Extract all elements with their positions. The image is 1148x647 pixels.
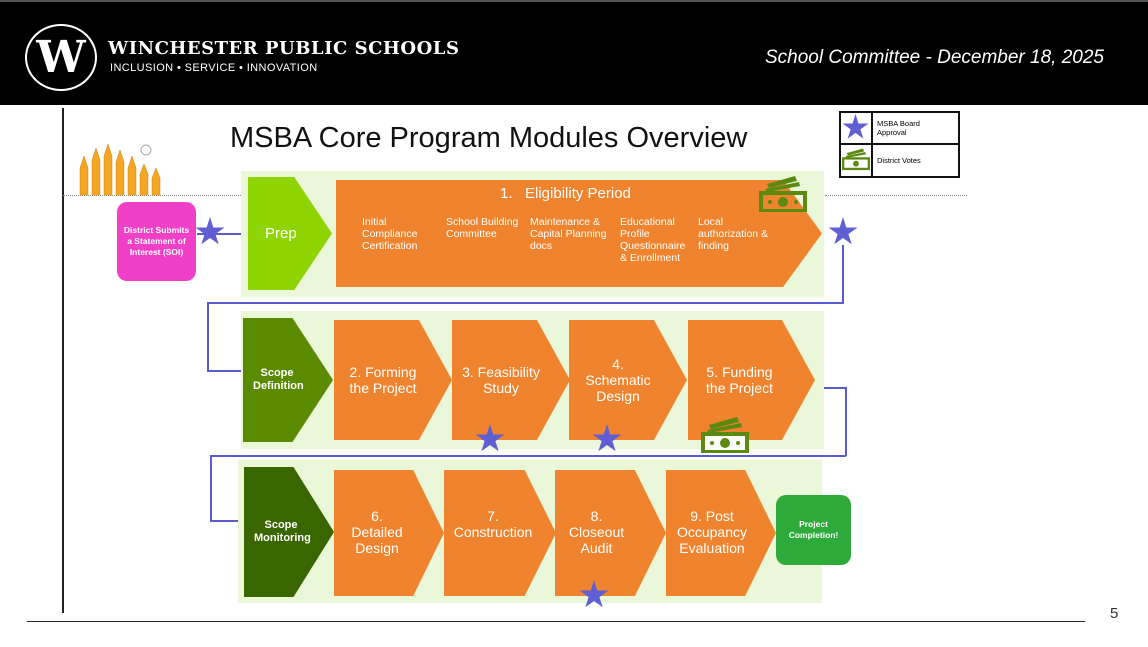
connector bbox=[210, 455, 212, 521]
school-motto: INCLUSION • SERVICE • INNOVATION bbox=[110, 62, 318, 74]
eligibility-title: 1. Eligibility Period bbox=[500, 185, 631, 202]
eligibility-item: School Building Committee bbox=[446, 216, 519, 240]
soi-box[interactable]: District Submits a Statement of Interest… bbox=[117, 202, 196, 281]
connector bbox=[207, 370, 243, 372]
connector bbox=[210, 520, 244, 522]
connector bbox=[197, 233, 243, 235]
legend: MSBA Board Approval District Votes bbox=[839, 111, 960, 178]
star-icon bbox=[195, 217, 225, 245]
scope-definition-label: Scope Definition bbox=[253, 367, 304, 392]
connector bbox=[845, 387, 847, 456]
star-icon bbox=[828, 217, 858, 245]
meeting-title: School Committee - December 18, 2025 bbox=[765, 47, 1104, 68]
school-logo: W bbox=[25, 24, 97, 91]
slide-title: MSBA Core Program Modules Overview bbox=[230, 122, 748, 154]
connector bbox=[815, 387, 846, 389]
project-completion-box[interactable]: Project Completion! bbox=[776, 495, 851, 565]
eligibility-chevron[interactable] bbox=[336, 180, 822, 287]
connector bbox=[207, 302, 209, 371]
left-rule bbox=[62, 108, 64, 613]
eligibility-item: Educational Profile Questionnaire & Enro… bbox=[620, 216, 686, 264]
prep-label: Prep bbox=[265, 225, 297, 242]
school-name: WINCHESTER PUBLIC SCHOOLS bbox=[108, 38, 460, 59]
eligibility-item: Local authorization & finding bbox=[698, 216, 769, 252]
bottom-rule bbox=[27, 621, 1085, 622]
legend-money-label: District Votes bbox=[877, 156, 921, 165]
star-icon bbox=[842, 114, 869, 139]
page-number: 5 bbox=[1110, 605, 1119, 622]
slide-header: W WINCHESTER PUBLIC SCHOOLS INCLUSION • … bbox=[0, 0, 1148, 105]
dotted-rule-right bbox=[825, 195, 967, 196]
connector bbox=[842, 245, 844, 303]
money-icon bbox=[701, 417, 749, 453]
legend-star-label: MSBA Board Approval bbox=[877, 119, 920, 137]
connector bbox=[207, 302, 844, 304]
money-icon bbox=[759, 176, 807, 212]
project-completion-label: Project Completion! bbox=[788, 519, 839, 540]
eligibility-item: Maintenance & Capital Planning docs bbox=[530, 216, 607, 252]
money-icon bbox=[842, 148, 870, 171]
soi-label: District Submits a Statement of Interest… bbox=[123, 225, 190, 257]
connector bbox=[210, 455, 846, 457]
dotted-rule-left bbox=[63, 195, 241, 196]
eligibility-item: Initial Compliance Certification bbox=[362, 216, 418, 252]
scope-monitoring-label: Scope Monitoring bbox=[254, 519, 311, 544]
pencils-icon bbox=[79, 143, 161, 196]
